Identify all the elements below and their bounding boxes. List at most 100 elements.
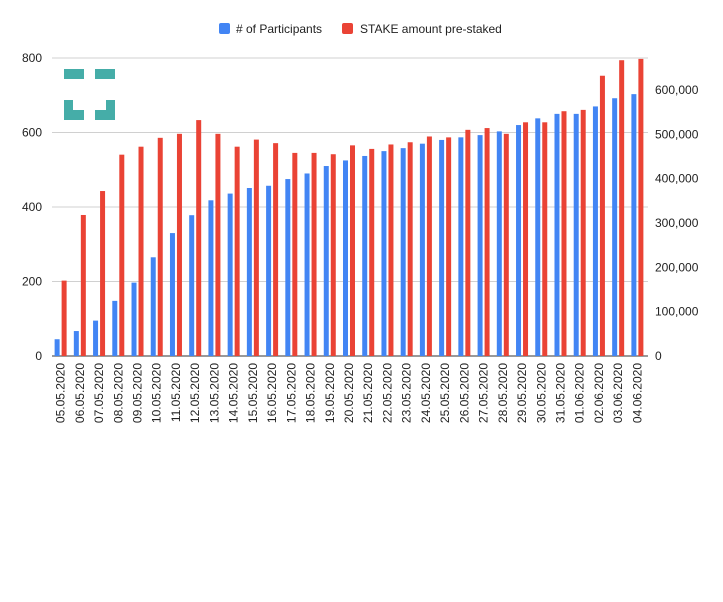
bar-stake-amount: [273, 143, 279, 356]
bar-participants: [458, 137, 464, 356]
bar-stake-amount: [503, 133, 509, 356]
x-tick-label: 09.05.2020: [131, 363, 145, 423]
bar-participants: [227, 193, 233, 356]
x-tick-label: 21.05.2020: [361, 363, 375, 423]
right-y-tick-label: 100,000: [655, 305, 699, 319]
x-tick-label: 17.05.2020: [284, 363, 298, 423]
x-tick-label: 23.05.2020: [400, 363, 414, 423]
bar-participants: [93, 320, 99, 356]
bar-participants: [112, 300, 118, 356]
bar-participants: [304, 173, 310, 356]
left-y-tick-label: 600: [22, 126, 42, 140]
bar-stake-amount: [292, 152, 298, 356]
left-y-tick-label: 200: [22, 275, 42, 289]
x-tick-label: 16.05.2020: [265, 363, 279, 423]
x-tick-label: 11.05.2020: [169, 363, 183, 422]
x-tick-label: 15.05.2020: [246, 363, 260, 423]
x-tick-label: 30.05.2020: [534, 363, 548, 423]
bar-stake-amount: [599, 75, 605, 356]
bar-participants: [381, 151, 387, 356]
x-tick-label: 10.05.2020: [150, 363, 164, 423]
right-y-tick-label: 500,000: [655, 127, 699, 141]
right-y-tick-label: 0: [655, 349, 662, 363]
logo-icon: [64, 69, 115, 120]
x-tick-label: 13.05.2020: [207, 363, 221, 423]
x-tick-label: 12.05.2020: [188, 363, 202, 423]
legend-swatch: [342, 23, 353, 34]
bar-participants: [516, 125, 522, 356]
x-tick-label: 14.05.2020: [227, 363, 241, 423]
bar-participants: [496, 131, 502, 356]
bar-participants: [73, 331, 79, 356]
bar-participants: [189, 215, 195, 356]
bar-participants: [554, 113, 560, 356]
x-tick-label: 26.05.2020: [457, 363, 471, 423]
bar-participants: [400, 148, 406, 356]
x-tick-label: 18.05.2020: [304, 363, 318, 423]
bar-stake-amount: [350, 145, 355, 356]
bars: [54, 58, 644, 357]
x-tick-label: 03.06.2020: [611, 363, 625, 423]
bar-participants: [150, 257, 156, 356]
x-tick-label: 06.05.2020: [73, 363, 87, 423]
bar-participants: [612, 98, 618, 356]
x-tick-label: 20.05.2020: [342, 363, 356, 423]
bar-participants: [343, 160, 348, 356]
bar-stake-amount: [138, 146, 144, 356]
bar-stake-amount: [484, 128, 490, 356]
right-y-tick-label: 300,000: [655, 216, 699, 230]
logo-mark: [95, 100, 115, 120]
bar-participants: [323, 166, 329, 356]
bar-stake-amount: [446, 137, 452, 356]
bar-stake-amount: [465, 129, 471, 356]
bar-stake-amount: [234, 146, 240, 356]
bar-stake-amount: [311, 152, 317, 356]
bar-stake-amount: [388, 144, 394, 356]
x-tick-label: 01.06.2020: [573, 363, 587, 423]
x-tick-label: 07.05.2020: [92, 363, 106, 423]
logo-mark: [64, 100, 84, 120]
bar-stake-amount: [638, 58, 644, 357]
bar-participants: [439, 139, 445, 356]
legend: # of Participants STAKE amount pre-staked: [219, 22, 502, 36]
bar-participants: [631, 94, 637, 356]
bar-stake-amount: [176, 133, 182, 356]
bar-stake-amount: [80, 214, 86, 356]
bar-stake-amount: [157, 137, 163, 356]
right-y-tick-label: 200,000: [655, 260, 699, 274]
left-y-tick-label: 800: [22, 51, 42, 65]
x-tick-label: 29.05.2020: [515, 363, 529, 423]
x-tick-label: 02.06.2020: [592, 363, 606, 423]
bar-stake-amount: [580, 109, 586, 356]
bar-participants: [285, 179, 291, 356]
bar-stake-amount: [542, 122, 548, 356]
bar-participants: [169, 233, 175, 356]
bar-stake-amount: [215, 133, 221, 356]
bar-participants: [266, 185, 272, 356]
bar-participants: [54, 339, 60, 356]
bar-stake-amount: [407, 142, 413, 356]
right-y-tick-label: 600,000: [655, 83, 699, 97]
x-axis: 05.05.2020 06.05.2020 07.05.2020 08.05.2020…: [54, 363, 645, 423]
bar-participants: [208, 200, 214, 356]
bar-stake-amount: [426, 136, 432, 356]
left-y-axis: 0 200 400 600 800: [22, 51, 42, 363]
logo-mark: [64, 69, 84, 79]
bar-participants: [362, 155, 368, 356]
bar-stake-amount: [253, 139, 259, 356]
right-y-axis: 0 100,000 200,000 300,000 400,000 500,000 600,…: [655, 83, 699, 363]
x-tick-label: 28.05.2020: [496, 363, 510, 423]
bar-stake-amount: [61, 280, 67, 356]
logo-mark: [95, 69, 115, 79]
bar-participants: [246, 188, 252, 356]
bar-participants: [131, 282, 137, 356]
bar-participants: [535, 118, 541, 356]
x-tick-label: 24.05.2020: [419, 363, 433, 423]
bar-participants: [419, 143, 425, 356]
left-y-tick-label: 0: [35, 349, 42, 363]
legend-label: STAKE amount pre-staked: [360, 22, 502, 36]
bar-stake-amount: [196, 120, 202, 356]
x-tick-label: 27.05.2020: [477, 363, 491, 423]
